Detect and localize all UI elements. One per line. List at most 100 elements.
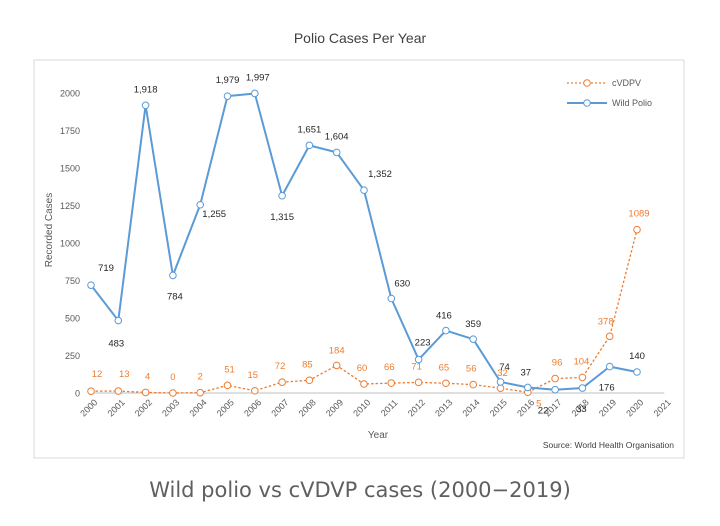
y-tick-label: 1250 xyxy=(60,201,80,211)
cvdpv-data-label: 4 xyxy=(145,371,150,382)
wild-polio-point xyxy=(141,101,150,110)
wild-polio-data-label: 176 xyxy=(599,383,615,394)
cvdpv-point xyxy=(633,225,641,234)
source-note: Source: World Health Organisation xyxy=(543,440,674,450)
legend-cvdpv-marker xyxy=(583,79,591,87)
cvdpv-data-label: 72 xyxy=(275,361,286,372)
wild-polio-data-label: 140 xyxy=(629,351,645,362)
wild-polio-data-label: 359 xyxy=(465,319,481,330)
wild-polio-point xyxy=(496,378,505,386)
wild-polio-point xyxy=(578,384,587,392)
wild-polio-data-label: 223 xyxy=(415,338,431,349)
wild-polio-point xyxy=(114,316,123,325)
wild-polio-data-label: 1,604 xyxy=(325,131,349,142)
cvdpv-data-label: 0 xyxy=(170,372,175,383)
x-axis-label: Year xyxy=(368,430,389,441)
y-tick-label: 500 xyxy=(65,314,80,324)
wild-polio-point xyxy=(469,335,478,343)
cvdpv-point xyxy=(169,389,177,397)
wild-polio-data-label: 37 xyxy=(521,367,532,378)
legend-cvdpv-label: cVDPV xyxy=(612,78,641,88)
wild-polio-point xyxy=(169,271,177,280)
wild-polio-point xyxy=(524,383,532,392)
cvdpv-point xyxy=(578,373,587,382)
cvdpv-point xyxy=(496,384,505,393)
wild-polio-point xyxy=(442,326,450,335)
cvdpv-point xyxy=(551,374,559,383)
wild-polio-point xyxy=(332,148,341,157)
wild-polio-point xyxy=(251,89,259,98)
y-tick-label: 750 xyxy=(65,276,80,286)
cvdpv-point xyxy=(87,387,95,396)
wild-polio-data-label: 1,315 xyxy=(270,212,294,223)
wild-polio-point xyxy=(196,200,204,209)
cvdpv-data-label: 184 xyxy=(329,345,345,356)
wild-polio-data-label: 74 xyxy=(499,362,510,373)
wild-polio-point xyxy=(278,191,286,200)
wild-polio-point xyxy=(360,186,368,194)
cvdpv-data-label: 66 xyxy=(384,362,395,373)
cvdpv-point xyxy=(141,388,150,397)
wild-polio-data-label: 1,255 xyxy=(202,209,226,220)
y-tick-label: 250 xyxy=(65,351,80,361)
cvdpv-point xyxy=(605,332,614,341)
wild-polio-data-label: 1,997 xyxy=(246,72,270,83)
wild-polio-data-label: 784 xyxy=(167,291,183,302)
wild-polio-data-label: 22 xyxy=(538,406,549,417)
legend-wild-label: Wild Polio xyxy=(612,98,652,108)
legend-wild-marker xyxy=(583,99,591,107)
wild-polio-point xyxy=(305,141,314,150)
cvdpv-data-label: 85 xyxy=(302,359,313,370)
cvdpv-data-label: 5 xyxy=(536,398,541,409)
wild-polio-point xyxy=(223,92,232,100)
wild-polio-data-label: 1,979 xyxy=(216,75,240,86)
cvdpv-data-label: 65 xyxy=(439,362,450,373)
cvdpv-point xyxy=(387,379,396,387)
cvdpv-data-label: 104 xyxy=(573,356,589,367)
wild-polio-data-label: 483 xyxy=(108,339,124,350)
cvdpv-data-label: 60 xyxy=(357,363,368,374)
wild-polio-point xyxy=(551,385,559,394)
cvdpv-point xyxy=(196,388,204,397)
cvdpv-data-label: 71 xyxy=(411,361,422,372)
cvdpv-data-label: 51 xyxy=(224,364,235,375)
y-tick-label: 2000 xyxy=(60,89,80,99)
wild-polio-point xyxy=(87,281,95,289)
cvdpv-data-label: 32 xyxy=(497,368,508,379)
wild-polio-data-label: 719 xyxy=(98,263,114,274)
figure-caption: Wild polio vs cVDVP cases (2000−2019) xyxy=(149,478,571,502)
cvdpv-point xyxy=(360,380,368,388)
wild-polio-point xyxy=(414,355,423,364)
cvdpv-point xyxy=(442,379,450,388)
cvdpv-data-label: 56 xyxy=(466,364,477,375)
cvdpv-point xyxy=(469,380,478,389)
y-tick-label: 0 xyxy=(75,389,80,399)
cvdpv-data-label: 2 xyxy=(198,372,203,383)
cvdpv-data-label: 15 xyxy=(248,370,259,381)
cvdpv-data-label: 96 xyxy=(552,358,563,369)
wild-polio-data-label: 1,651 xyxy=(298,124,322,135)
wild-polio-data-label: 416 xyxy=(436,311,452,322)
y-tick-label: 1000 xyxy=(60,239,80,249)
cvdpv-point xyxy=(305,376,314,385)
cvdpv-point xyxy=(332,361,341,370)
wild-polio-data-label: 630 xyxy=(394,279,410,290)
wild-polio-point xyxy=(633,368,641,376)
polio-chart: Polio Cases Per Year Recorded Cases Year… xyxy=(33,30,685,459)
wild-polio-data-label: 33 xyxy=(576,404,587,415)
cvdpv-data-label: 378 xyxy=(598,316,614,327)
cvdpv-point xyxy=(251,386,259,395)
cvdpv-point xyxy=(114,387,123,395)
wild-polio-data-label: 1,352 xyxy=(368,169,392,180)
cvdpv-point xyxy=(278,378,286,387)
y-tick-label: 1500 xyxy=(60,164,80,174)
cvdpv-data-label: 13 xyxy=(119,369,130,380)
cvdpv-point xyxy=(414,378,423,387)
y-axis-label: Recorded Cases xyxy=(44,193,55,267)
wild-polio-point xyxy=(605,362,614,371)
cvdpv-data-label: 1089 xyxy=(628,209,649,220)
y-tick-label: 1750 xyxy=(60,126,80,136)
wild-polio-data-label: 1,918 xyxy=(134,84,158,95)
cvdpv-point xyxy=(223,381,232,390)
legend: cVDPV Wild Polio xyxy=(567,78,652,108)
